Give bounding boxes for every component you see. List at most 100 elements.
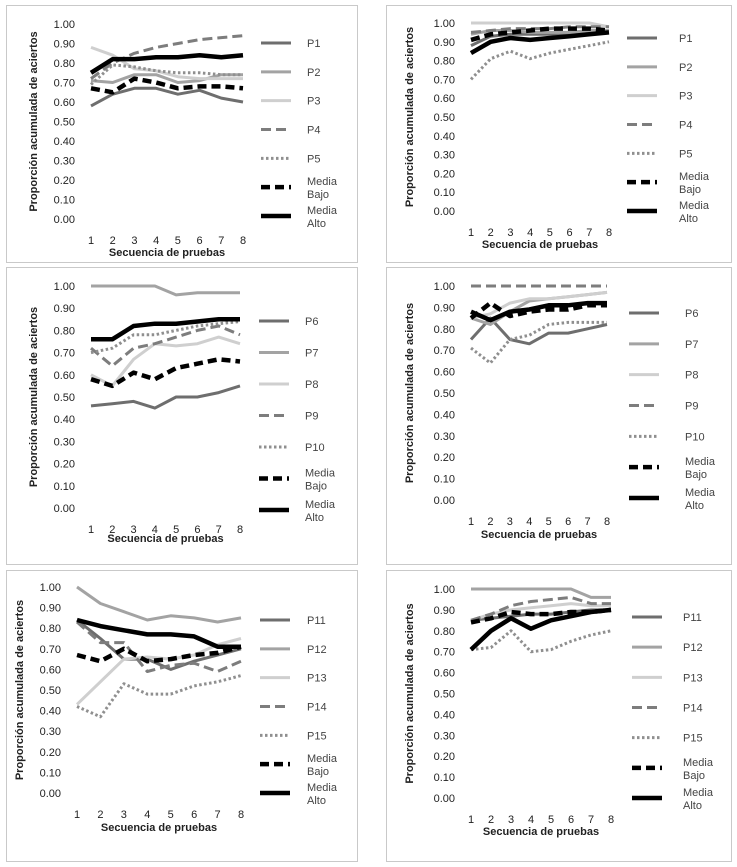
y-tick-label: 1.00 bbox=[434, 584, 455, 596]
chart-panel-3: 0.00 0.10 0.20 0.30 0.40 0.50 0.60 0.70 0.80 0.90… bbox=[6, 267, 358, 565]
series-line bbox=[470, 629, 612, 654]
legend-label: P2 bbox=[679, 62, 692, 74]
series-line bbox=[470, 300, 607, 323]
y-tick-label: 0.10 bbox=[434, 772, 455, 784]
legend-label: Alto bbox=[307, 795, 326, 807]
legend-label: Bajo bbox=[679, 184, 701, 196]
x-tick-label: 3 bbox=[507, 227, 513, 239]
y-tick-label: 0.10 bbox=[434, 474, 455, 486]
legend-label: P14 bbox=[307, 702, 327, 714]
y-tick-label: 0.80 bbox=[54, 325, 75, 337]
y-tick-label: 0.60 bbox=[434, 367, 455, 379]
legend-label: P12 bbox=[683, 642, 703, 654]
y-axis-title: Proporción acumulada de aciertos bbox=[28, 307, 40, 487]
series-line bbox=[90, 357, 241, 389]
legend-label: P13 bbox=[307, 673, 327, 685]
y-tick-label: 0.70 bbox=[54, 348, 75, 360]
y-tick-label: 0.80 bbox=[434, 626, 455, 638]
y-tick-label: 0.00 bbox=[434, 793, 455, 805]
x-tick-label: 7 bbox=[585, 516, 591, 528]
legend-label: P3 bbox=[679, 91, 692, 103]
y-tick-label: 0.50 bbox=[54, 117, 75, 129]
y-tick-label: 0.30 bbox=[434, 431, 455, 443]
x-tick-label: 2 bbox=[488, 227, 494, 239]
legend-label: P4 bbox=[307, 125, 320, 137]
y-tick-label: 0.20 bbox=[54, 175, 75, 187]
x-tick-label: 5 bbox=[175, 235, 181, 247]
legend-label: Bajo bbox=[683, 770, 705, 782]
y-tick-label: 0.30 bbox=[434, 730, 455, 742]
series-line bbox=[470, 595, 611, 622]
legend-label: P5 bbox=[307, 153, 320, 165]
y-tick-label: 0.30 bbox=[54, 436, 75, 448]
legend-label: Alto bbox=[305, 512, 324, 524]
legend-label: P15 bbox=[683, 733, 703, 745]
x-tick-label: 1 bbox=[468, 516, 474, 528]
legend-label: Media bbox=[305, 468, 336, 480]
series-line bbox=[76, 674, 242, 719]
y-tick-label: 0.20 bbox=[434, 751, 455, 763]
y-tick-label: 0.80 bbox=[40, 623, 61, 635]
x-tick-label: 3 bbox=[131, 524, 137, 536]
y-tick-label: 0.00 bbox=[54, 214, 75, 226]
series-line bbox=[90, 320, 241, 355]
series-line bbox=[89, 52, 244, 75]
x-tick-label: 5 bbox=[548, 814, 554, 826]
chart-panel-6: 0.00 0.10 0.20 0.30 0.40 0.50 0.60 0.70 0.80 0.90… bbox=[386, 570, 732, 862]
legend-label: P3 bbox=[307, 96, 320, 108]
x-tick-label: 8 bbox=[608, 814, 614, 826]
x-tick-label: 3 bbox=[131, 235, 137, 247]
x-tick-label: 1 bbox=[468, 814, 474, 826]
y-tick-label: 0.00 bbox=[434, 495, 455, 507]
legend-label: P10 bbox=[305, 442, 325, 454]
series-line bbox=[90, 384, 241, 410]
series-line bbox=[76, 644, 242, 664]
line-chart: 0.00 0.10 0.20 0.30 0.40 0.50 0.60 0.70 0.80 0.90… bbox=[14, 582, 338, 834]
legend-label: Media bbox=[683, 787, 714, 799]
legend-label: Bajo bbox=[307, 766, 329, 778]
legend-label: P7 bbox=[685, 339, 698, 351]
legend-label: Media bbox=[307, 176, 338, 188]
legend-label: Bajo bbox=[307, 189, 329, 201]
y-tick-label: 0.40 bbox=[434, 709, 455, 721]
y-tick-label: 0.20 bbox=[54, 459, 75, 471]
y-tick-label: 0.00 bbox=[54, 503, 75, 515]
y-tick-label: 0.90 bbox=[434, 302, 455, 314]
x-tick-label: 3 bbox=[507, 516, 513, 528]
y-tick-label: 0.70 bbox=[434, 74, 455, 86]
y-tick-label: 0.20 bbox=[434, 168, 455, 180]
line-chart: 0.00 0.10 0.20 0.30 0.40 0.50 0.60 0.70 0.80 0.90… bbox=[404, 18, 710, 251]
legend-label: P1 bbox=[679, 33, 692, 45]
y-tick-label: 0.00 bbox=[434, 206, 455, 218]
series-line bbox=[76, 620, 242, 673]
x-axis-title: Secuencia de pruebas bbox=[483, 826, 599, 838]
x-tick-label: 4 bbox=[527, 227, 533, 239]
x-axis-title: Secuencia de pruebas bbox=[482, 239, 598, 251]
x-tick-label: 7 bbox=[218, 235, 224, 247]
y-tick-label: 1.00 bbox=[40, 582, 61, 594]
series-line bbox=[90, 73, 243, 84]
legend-label: Media bbox=[679, 200, 710, 212]
y-tick-label: 0.60 bbox=[434, 668, 455, 680]
y-axis-title: Proporción acumulada de aciertos bbox=[14, 600, 26, 780]
legend-label: P6 bbox=[685, 308, 698, 320]
series-line bbox=[90, 34, 244, 80]
x-tick-label: 2 bbox=[487, 516, 493, 528]
x-tick-label: 8 bbox=[604, 516, 610, 528]
y-tick-label: 0.50 bbox=[434, 388, 455, 400]
series-line bbox=[76, 585, 242, 624]
legend-label: P12 bbox=[307, 644, 327, 656]
y-tick-label: 0.40 bbox=[434, 409, 455, 421]
x-axis-title: Secuencia de pruebas bbox=[109, 247, 225, 259]
y-tick-label: 0.30 bbox=[54, 156, 75, 168]
y-tick-label: 0.50 bbox=[434, 689, 455, 701]
y-tick-label: 1.00 bbox=[54, 19, 75, 31]
x-tick-label: 5 bbox=[546, 516, 552, 528]
y-tick-label: 0.10 bbox=[54, 195, 75, 207]
legend-label: Alto bbox=[679, 213, 698, 225]
y-tick-label: 0.90 bbox=[434, 37, 455, 49]
series-line bbox=[470, 26, 610, 43]
x-tick-label: 6 bbox=[194, 524, 200, 536]
y-tick-label: 0.70 bbox=[40, 644, 61, 656]
y-tick-label: 0.60 bbox=[54, 370, 75, 382]
